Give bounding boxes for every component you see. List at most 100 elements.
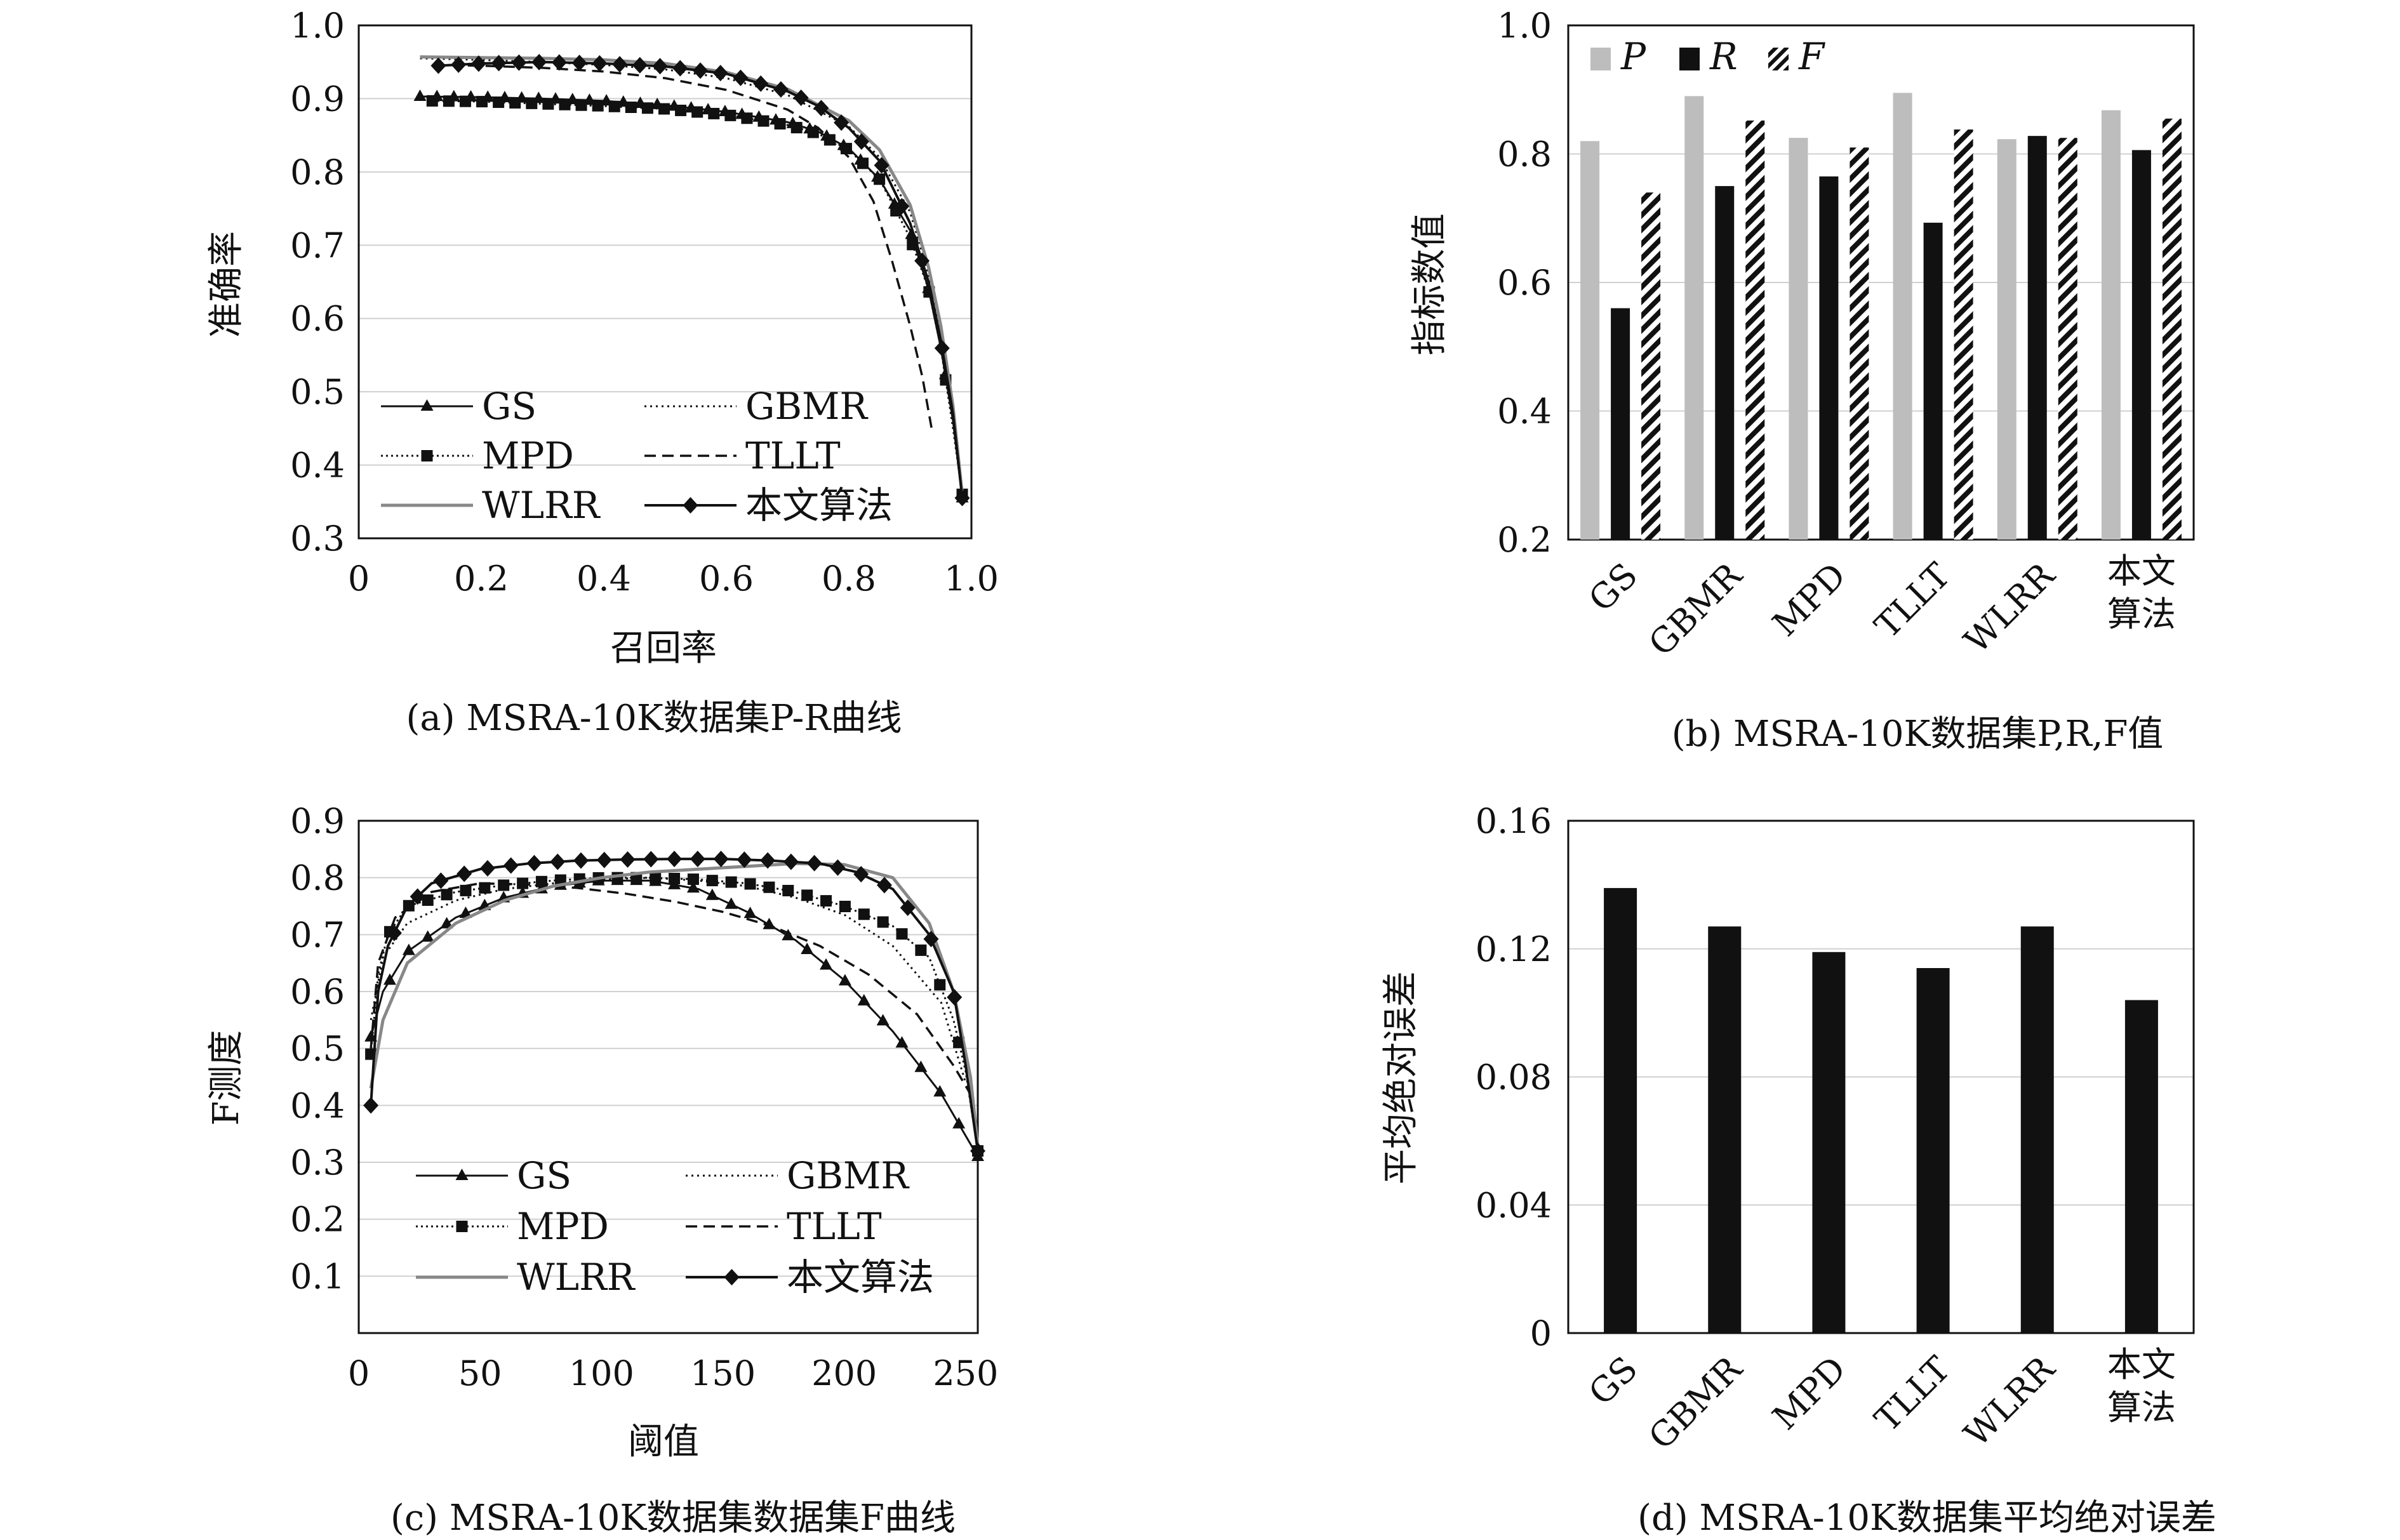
data-point-c-2 — [839, 900, 851, 912]
bar-b-3-2 — [1954, 129, 1973, 540]
legend-marker-a-0 — [420, 399, 434, 411]
data-point-a-2 — [857, 157, 869, 169]
data-point-c-0 — [782, 929, 795, 941]
data-point-c-5 — [386, 924, 402, 941]
data-point-a-0 — [413, 89, 427, 101]
plot-frame-c — [357, 820, 979, 1334]
legend-label-a-2: MPD — [482, 434, 574, 477]
category-label-b: WLRR — [1956, 555, 2063, 661]
data-point-a-5 — [531, 53, 547, 70]
data-point-c-0 — [743, 906, 757, 919]
data-point-a-2 — [807, 126, 819, 138]
bar-b-1-1 — [1715, 186, 1735, 540]
data-point-a-2 — [658, 103, 670, 115]
legend-marker-a-5 — [683, 497, 698, 514]
data-point-a-5 — [672, 60, 688, 77]
data-point-a-2 — [874, 173, 886, 185]
bar-b-1-0 — [1684, 96, 1704, 540]
data-point-c-5 — [550, 853, 566, 870]
ytick-label-a: 0.8 — [290, 152, 345, 192]
data-point-a-5 — [451, 56, 467, 73]
ytick-label-b: 0.6 — [1497, 263, 1552, 303]
data-point-c-2 — [820, 895, 832, 907]
data-point-a-5 — [753, 75, 769, 92]
data-point-a-5 — [632, 56, 648, 74]
data-point-a-2 — [840, 143, 852, 155]
bar-b-0-2 — [1641, 192, 1661, 540]
legend-label-a-5: 本文算法 — [745, 484, 893, 527]
data-point-c-2 — [858, 908, 870, 920]
bar-b-2-2 — [1850, 147, 1869, 540]
data-point-c-2 — [877, 916, 889, 928]
xtick-label-c: 150 — [690, 1353, 756, 1393]
series-a-1 — [420, 57, 963, 495]
xtick-label-c: 250 — [933, 1353, 998, 1393]
data-point-a-2 — [526, 97, 538, 109]
data-point-c-2 — [725, 876, 737, 888]
legend-c: GS GBMR MPD TLLT WLRR 本文算法 — [416, 1154, 934, 1299]
panel-c: (c) MSRA-10K数据集数据集F曲线 阈值 F测度 — [206, 1030, 956, 1539]
ytick-label-a: 1.0 — [290, 6, 345, 46]
data-point-c-2 — [915, 944, 927, 956]
ytick-label-c: 0.4 — [290, 1085, 345, 1125]
bar-b-0-1 — [1611, 308, 1630, 540]
data-point-a-2 — [757, 115, 770, 127]
series-line-a-2 — [432, 100, 963, 495]
ytick-label-c: 0.7 — [290, 915, 345, 955]
data-point-c-0 — [857, 993, 870, 1006]
plot-frame-b — [1567, 24, 2195, 541]
data-point-c-0 — [820, 958, 833, 970]
data-point-a-5 — [934, 340, 950, 357]
series-line-a-4 — [420, 55, 964, 495]
data-point-a-5 — [712, 65, 728, 82]
data-point-c-5 — [643, 851, 659, 868]
category-label-d: GBMR — [1641, 1348, 1750, 1457]
data-point-c-5 — [667, 851, 683, 868]
bar-b-3-1 — [1923, 222, 1943, 540]
data-point-a-2 — [542, 98, 554, 110]
bar-b-2-1 — [1819, 176, 1839, 540]
category-label-d: TLLT — [1867, 1349, 1958, 1440]
ytick-label-a: 0.3 — [290, 519, 345, 559]
data-point-c-0 — [838, 974, 851, 986]
data-point-a-2 — [493, 96, 505, 109]
ytick-label-c: 0.5 — [290, 1029, 345, 1069]
ylabel-b: 指标数值 — [1409, 213, 1450, 355]
data-point-c-2 — [650, 872, 662, 884]
bar-b-2-0 — [1789, 138, 1808, 540]
data-point-c-0 — [724, 897, 738, 909]
ylabel-c: F测度 — [206, 1030, 247, 1126]
bar-b-4-0 — [1997, 139, 2017, 540]
xtick-label-a: 0.4 — [577, 559, 631, 599]
ytick-label-a: 0.5 — [290, 372, 345, 412]
bar-b-5-2 — [2162, 118, 2182, 540]
series-line-a-3 — [432, 63, 933, 429]
data-point-c-0 — [876, 1014, 890, 1026]
panel-d: (d) MSRA-10K数据集平均绝对误差 平均绝对误差 — [1380, 971, 2217, 1539]
data-point-c-0 — [952, 1117, 966, 1129]
bar-d-3 — [1916, 968, 1950, 1333]
category-label-d: GS — [1581, 1349, 1645, 1413]
data-point-a-2 — [608, 100, 620, 112]
data-point-a-2 — [774, 117, 786, 129]
data-point-c-2 — [706, 875, 718, 887]
xtick-label-c: 100 — [569, 1353, 634, 1393]
bar-d-0 — [1604, 887, 1637, 1333]
category-label-b: TLLT — [1867, 555, 1958, 646]
category-label-d: 算法 — [2107, 1388, 2176, 1428]
data-point-a-2 — [426, 95, 438, 107]
xlabel-a: 召回率 — [610, 628, 717, 669]
data-point-a-5 — [874, 157, 890, 174]
data-point-c-0 — [383, 973, 396, 985]
data-point-c-2 — [669, 873, 681, 885]
xtick-label-c: 50 — [458, 1353, 502, 1393]
category-label-d: MPD — [1765, 1349, 1854, 1438]
data-point-a-2 — [509, 96, 521, 109]
ytick-label-c: 0.9 — [290, 801, 345, 841]
data-point-c-2 — [782, 884, 794, 896]
ytick-label-a: 0.4 — [290, 446, 345, 486]
data-point-a-5 — [894, 197, 910, 215]
data-point-c-5 — [947, 988, 963, 1006]
